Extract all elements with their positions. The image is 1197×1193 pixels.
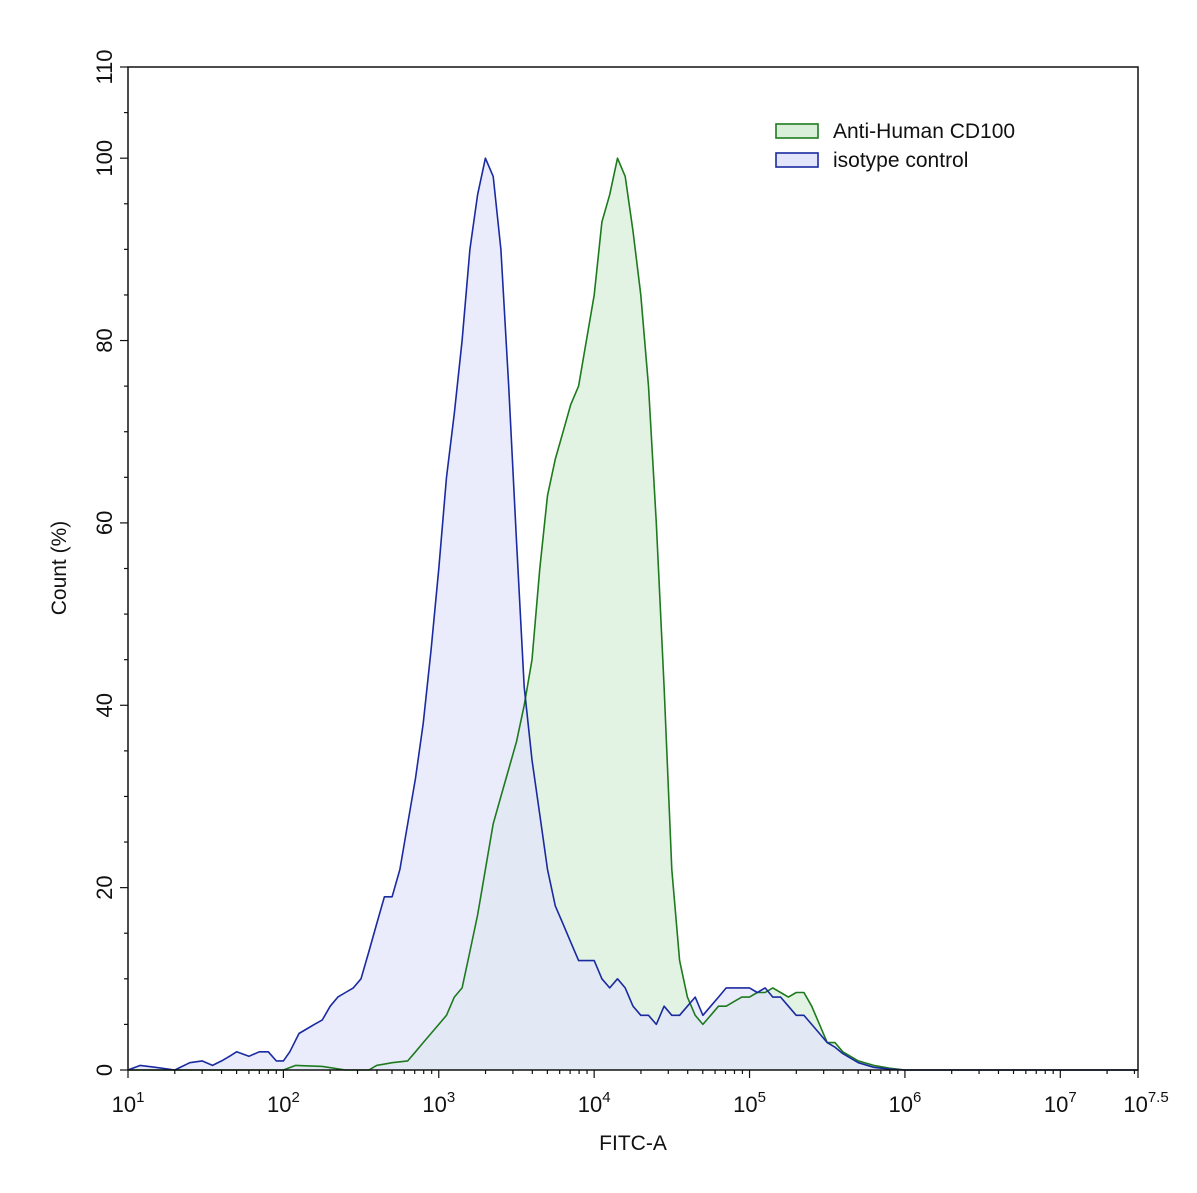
axes: 0 20 40 60 80 100 110 101 102 103 104 105 106 107 107.…	[92, 49, 1169, 1117]
y-tick-label: 80	[92, 328, 117, 352]
legend: Anti-Human CD100 isotype control	[775, 120, 1015, 172]
x-tick-label: 104	[578, 1089, 611, 1117]
legend-swatch-1	[775, 152, 819, 168]
y-tick-label: 20	[92, 875, 117, 899]
legend-label-0: Anti-Human CD100	[833, 120, 1015, 143]
y-tick-label: 110	[92, 49, 117, 84]
y-tick-label: 100	[92, 140, 117, 177]
x-axis-title: FITC-A	[599, 1132, 667, 1155]
x-tick-label: 105	[733, 1089, 766, 1117]
x-tick-label: 107	[1044, 1089, 1077, 1117]
series-0-area	[128, 158, 1138, 1070]
y-tick-label: 0	[92, 1064, 117, 1076]
x-tick-label: 103	[422, 1089, 455, 1117]
legend-label-1: isotype control	[833, 149, 968, 172]
y-tick-label: 60	[92, 511, 117, 535]
series-0-line	[128, 157, 1138, 1071]
plot-area	[127, 157, 1138, 1071]
y-axis-title: Count (%)	[48, 521, 71, 616]
x-tick-label: 102	[267, 1089, 300, 1117]
x-tick-label: 101	[112, 1089, 145, 1117]
x-tick-label: 106	[889, 1089, 922, 1117]
legend-swatch-0	[775, 123, 819, 139]
y-tick-label: 40	[92, 693, 117, 717]
x-tick-label: 107.5	[1123, 1089, 1168, 1117]
series-1-line	[127, 157, 1138, 1071]
